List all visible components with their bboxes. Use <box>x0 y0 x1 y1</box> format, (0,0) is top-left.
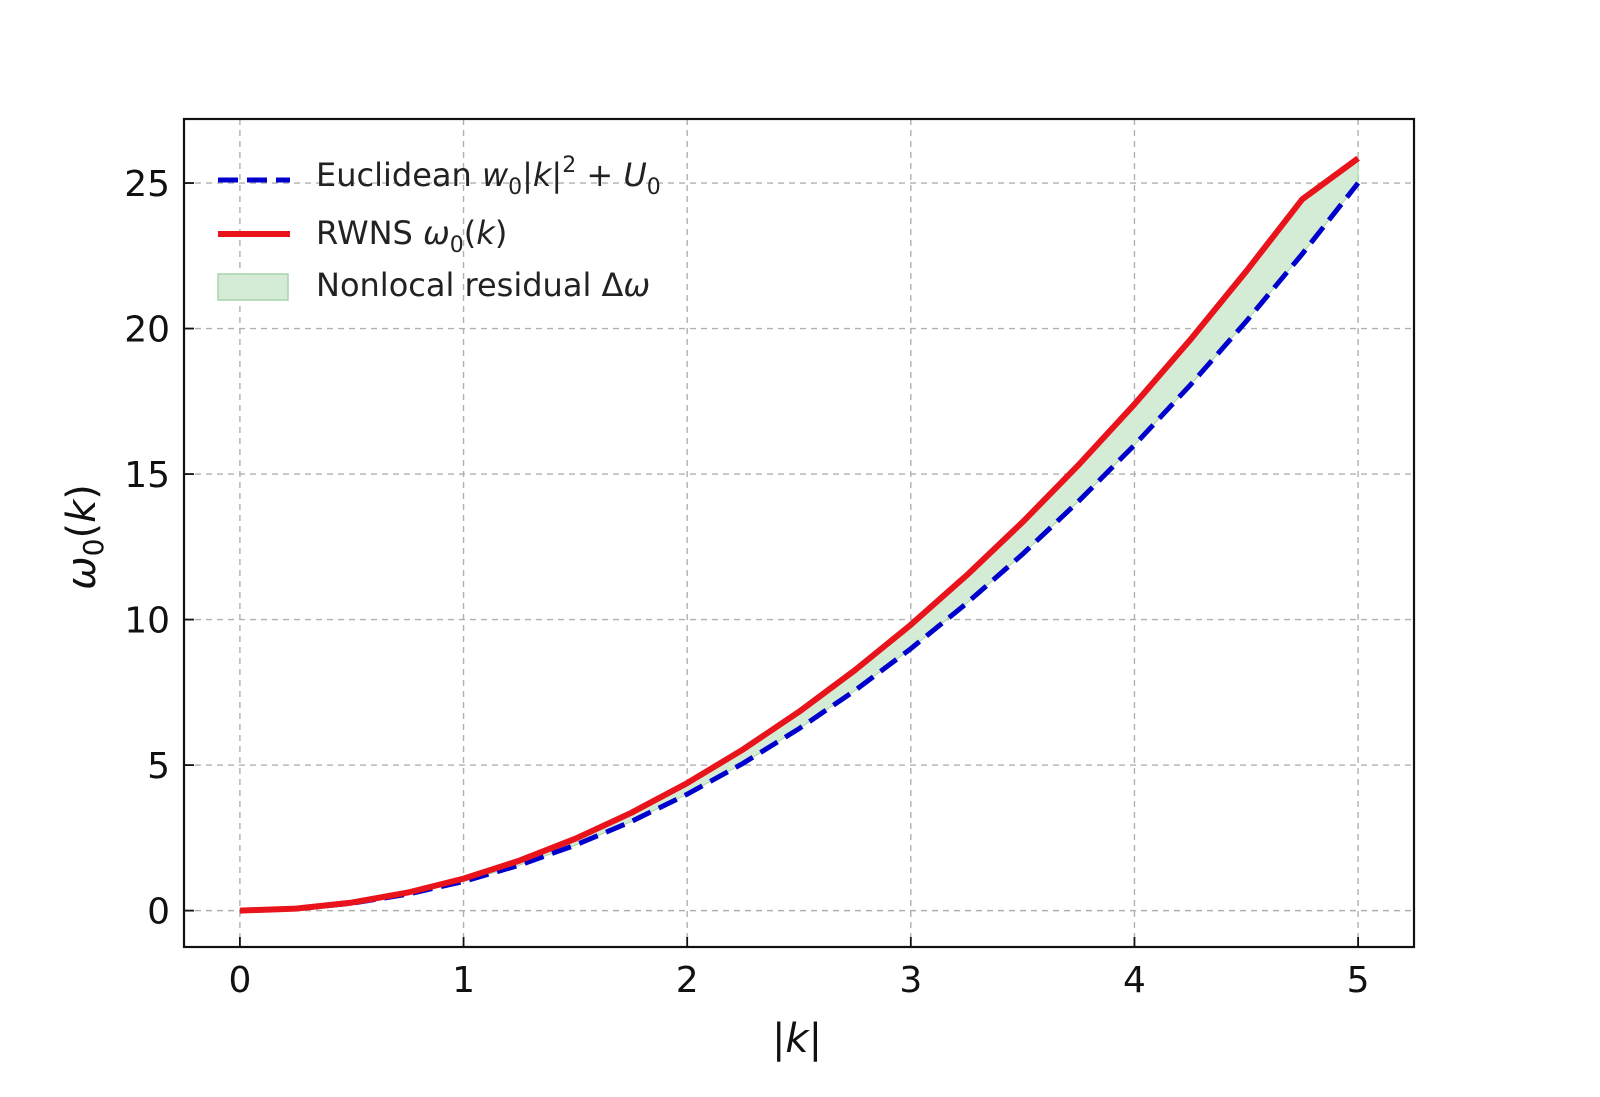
x-tick-label: 1 <box>452 960 475 1001</box>
y-tick-label: 25 <box>124 164 170 205</box>
y-tick-label: 15 <box>124 455 170 496</box>
x-axis-label: |k| <box>772 1016 822 1062</box>
x-tick-label: 3 <box>899 960 922 1001</box>
x-tick-label: 0 <box>228 960 251 1001</box>
y-axis-label: ω0(k) <box>59 484 110 590</box>
y-tick-label: 0 <box>147 892 170 933</box>
legend-swatch-residual <box>217 273 289 301</box>
y-tick-label: 20 <box>124 310 170 351</box>
y-tick-label: 5 <box>147 746 170 787</box>
x-tick-label: 5 <box>1347 960 1370 1001</box>
x-tick-label: 2 <box>676 960 699 1001</box>
legend-label-euclidean: Euclidean w0|k|2 + U0 <box>316 153 661 200</box>
plot-frame <box>182 117 1416 949</box>
legend-label-residual: Nonlocal residual Δω <box>316 266 650 304</box>
y-tick-label: 10 <box>124 601 170 642</box>
axis-ticks: 0 1 2 3 4 5 0 5 10 15 20 25 <box>124 164 1369 1001</box>
legend: Euclidean w0|k|2 + U0 RWNS ω0(k) Nonloca… <box>217 153 661 304</box>
legend-label-rwns: RWNS ω0(k) <box>316 214 507 258</box>
x-tick-label: 4 <box>1123 960 1146 1001</box>
series-rwns-line <box>239 155 1360 914</box>
